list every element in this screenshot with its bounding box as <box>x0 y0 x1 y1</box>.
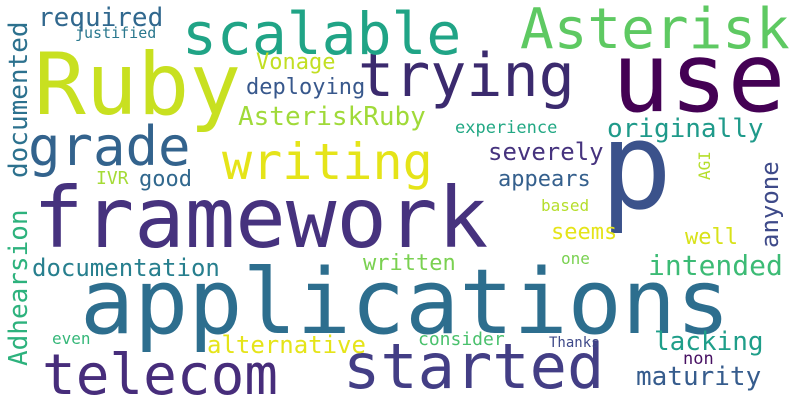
word-agi: AGI <box>695 151 714 180</box>
word-asteriskruby: AsteriskRuby <box>238 102 426 132</box>
word-p: p <box>600 98 673 237</box>
word-appears: appears <box>498 167 591 192</box>
word-well: well <box>685 225 738 250</box>
word-originally: originally <box>607 114 764 144</box>
word-started: started <box>343 330 605 400</box>
word-lacking: lacking <box>654 327 764 357</box>
word-intended: intended <box>648 249 783 282</box>
word-based: based <box>541 196 590 215</box>
word-ivr: IVR <box>96 168 129 189</box>
word-alternative: alternative <box>207 331 366 359</box>
word-vonage: Vonage <box>256 50 336 75</box>
word-scalable: scalable <box>182 0 462 68</box>
word-asterisk: Asterisk <box>520 0 790 62</box>
word-deploying: deploying <box>246 75 366 100</box>
word-anyone: anyone <box>756 161 784 248</box>
word-experience: experience <box>455 118 558 138</box>
word-non: non <box>683 349 714 369</box>
word-written: written <box>363 251 456 276</box>
word-use: use <box>612 22 786 134</box>
word-telecom: telecom <box>42 343 279 400</box>
word-writing: writing <box>222 133 433 191</box>
word-severely: severely <box>488 138 604 166</box>
word-justified: justified <box>75 24 157 42</box>
word-framework: framework <box>33 169 489 267</box>
word-applications: applications <box>80 250 731 355</box>
word-ruby: Ruby <box>34 35 242 135</box>
word-consider: consider <box>418 329 505 350</box>
word-thanks: Thanks <box>549 335 600 351</box>
word-documented: documented <box>4 21 34 178</box>
word-seems: seems <box>551 220 618 245</box>
word-documentation: documentation <box>32 254 220 282</box>
word-one: one <box>561 249 590 268</box>
word-good: good <box>139 167 192 192</box>
word-trying: trying <box>358 41 575 111</box>
word-even: even <box>52 329 91 348</box>
word-adhearsion: Adhearsion <box>4 209 34 366</box>
word-grade: grade <box>28 115 191 178</box>
word-maturity: maturity <box>636 362 762 392</box>
word-required: required <box>38 3 164 33</box>
